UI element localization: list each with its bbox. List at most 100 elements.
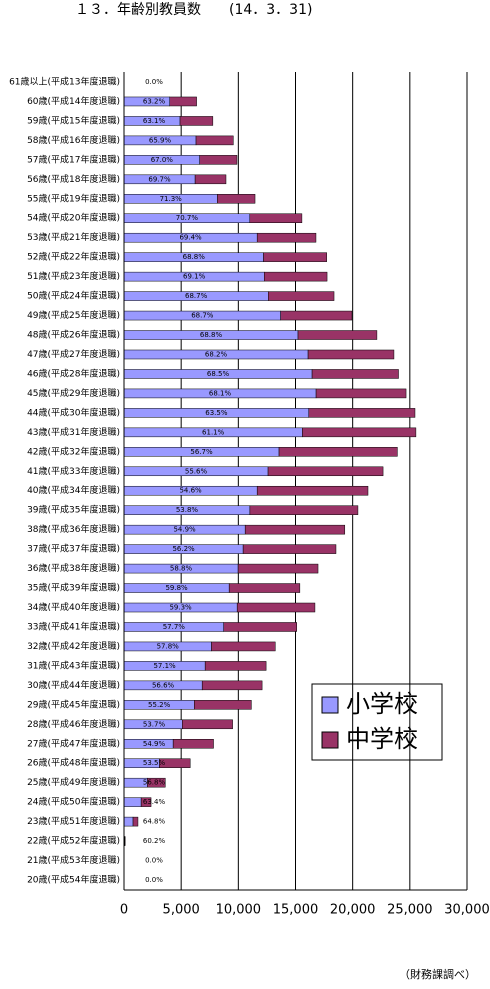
y-tick-label: 60歳(平成14年度退職): [27, 95, 120, 107]
share-label: 55.2%: [148, 701, 171, 709]
bar-segment: [257, 233, 316, 242]
y-tick-label: 55歳(平成19年度退職): [27, 192, 120, 204]
bar-segment: [211, 642, 275, 651]
bar-segment: [170, 97, 197, 106]
bar-segment: [245, 525, 345, 534]
bar-segment: [196, 136, 233, 145]
share-label: 69.7%: [148, 175, 171, 183]
y-tick-label: 48歳(平成26年度退職): [27, 329, 120, 341]
legend-swatch: [322, 732, 338, 748]
bar-segment: [279, 447, 397, 456]
bar-segment: [173, 739, 213, 748]
share-label: 64.8%: [143, 818, 166, 826]
share-label: 53.5%: [143, 759, 166, 767]
bar-segment: [309, 408, 415, 417]
y-tick-label: 27歳(平成47年度退職): [27, 737, 120, 749]
y-tick-label: 34歳(平成40年度退職): [27, 601, 120, 613]
bar-segment: [268, 292, 334, 301]
bar-segment: [316, 389, 406, 398]
source-note: （財務課調べ）: [399, 967, 476, 981]
x-tick-label: 20,000: [330, 903, 376, 918]
y-tick-label: 58歳(平成16年度退職): [27, 134, 120, 146]
bar-segment: [182, 720, 232, 729]
share-label: 53.8%: [176, 506, 199, 514]
bar-segment: [205, 661, 266, 670]
share-label: 57.1%: [153, 662, 176, 670]
y-tick-label: 41歳(平成33年度退職): [27, 465, 120, 477]
chart-title: １３．年齢別教員数 (14．3．31): [75, 2, 312, 18]
bar-segment: [250, 506, 358, 515]
x-tick-label: 25,000: [387, 903, 433, 918]
share-label: 69.1%: [183, 273, 206, 281]
share-label: 61.1%: [202, 428, 225, 436]
bar-segment: [302, 428, 416, 437]
share-label: 60.2%: [143, 837, 166, 845]
bar-segment: [264, 272, 327, 281]
y-tick-label: 22歳(平成52年度退職): [27, 835, 120, 847]
share-label: 68.7%: [191, 312, 214, 320]
bar-segment: [180, 116, 213, 125]
share-label: 53.7%: [143, 720, 166, 728]
y-tick-label: 37歳(平成37年度退職): [27, 543, 120, 555]
share-label: 55.6%: [185, 467, 208, 475]
y-tick-label: 38歳(平成36年度退職): [27, 523, 120, 535]
share-label: 56.7%: [190, 448, 213, 456]
x-tick-label: 10,000: [216, 903, 262, 918]
share-label: 0.0%: [145, 78, 163, 86]
share-label: 54.6%: [179, 487, 202, 495]
share-label: 59.3%: [169, 604, 192, 612]
y-tick-label: 47歳(平成27年度退職): [27, 348, 120, 360]
share-label: 56.2%: [172, 545, 195, 553]
y-tick-label: 52歳(平成22年度退職): [27, 251, 120, 263]
x-tick-label: 15,000: [273, 903, 319, 918]
share-label: 54.9%: [143, 740, 166, 748]
y-tick-label: 53歳(平成21年度退職): [27, 231, 120, 243]
bar-segment: [200, 155, 237, 164]
y-tick-label: 61歳以上(平成13年度退職): [9, 76, 120, 88]
share-label: 0.0%: [145, 857, 163, 865]
share-label: 63.4%: [143, 798, 166, 806]
y-tick-label: 23歳(平成51年度退職): [27, 815, 120, 827]
share-label: 68.7%: [185, 292, 208, 300]
share-label: 68.1%: [209, 389, 232, 397]
share-label: 59.8%: [165, 584, 188, 592]
share-label: 68.5%: [207, 370, 230, 378]
legend-swatch: [322, 697, 338, 713]
share-label: 57.7%: [163, 623, 186, 631]
y-tick-label: 46歳(平成28年度退職): [27, 367, 120, 379]
bar-segment: [268, 467, 383, 476]
x-tick-label: 30,000: [444, 903, 490, 918]
bar-segment: [257, 486, 368, 495]
share-label: 56.6%: [152, 681, 175, 689]
share-label: 63.2%: [143, 97, 166, 105]
y-tick-label: 31歳(平成43年度退職): [27, 659, 120, 671]
bar-segment: [250, 214, 302, 223]
y-tick-label: 45歳(平成29年度退職): [27, 387, 120, 399]
y-tick-label: 49歳(平成25年度退職): [27, 309, 120, 321]
y-tick-label: 59歳(平成15年度退職): [27, 114, 120, 126]
y-tick-label: 29歳(平成45年度退職): [27, 698, 120, 710]
y-tick-label: 36歳(平成38年度退職): [27, 562, 120, 574]
share-label: 54.9%: [173, 526, 196, 534]
y-tick-label: 57歳(平成17年度退職): [27, 153, 120, 165]
legend-label: 小学校: [346, 690, 418, 718]
share-label: 68.8%: [200, 331, 223, 339]
bar-segment: [194, 700, 251, 709]
legend-label: 中学校: [346, 725, 418, 753]
y-tick-label: 43歳(平成31年度退職): [27, 426, 120, 438]
bar-segment: [281, 311, 352, 320]
y-tick-label: 21歳(平成53年度退職): [27, 854, 120, 866]
bar-segment: [308, 350, 394, 359]
y-tick-label: 25歳(平成49年度退職): [27, 776, 120, 788]
y-tick-label: 26歳(平成48年度退職): [27, 757, 120, 769]
y-tick-label: 40歳(平成34年度退職): [27, 484, 120, 496]
y-tick-label: 44歳(平成30年度退職): [27, 406, 120, 418]
bar-segment: [195, 175, 226, 184]
y-tick-label: 56歳(平成18年度退職): [27, 173, 120, 185]
y-tick-label: 24歳(平成50年度退職): [27, 796, 120, 808]
share-label: 57.8%: [157, 642, 180, 650]
bar-segment: [124, 798, 141, 807]
share-label: 65.9%: [149, 136, 172, 144]
